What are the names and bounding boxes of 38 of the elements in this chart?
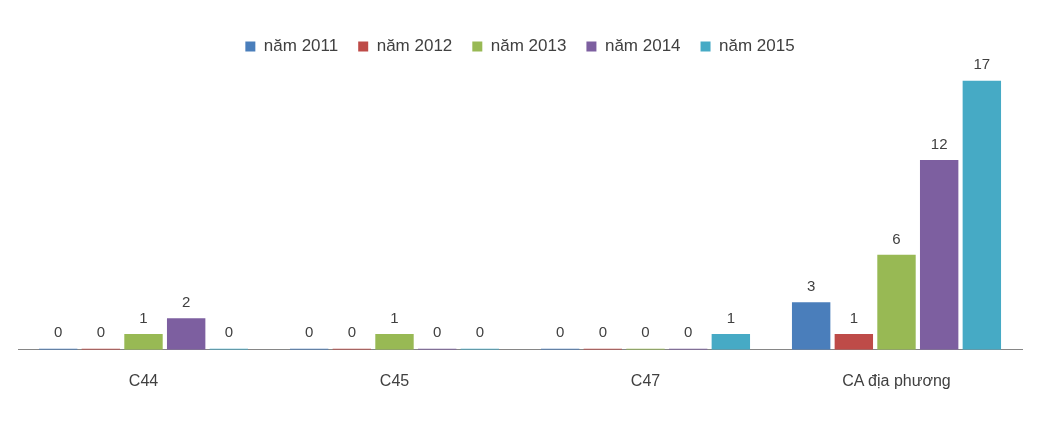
bar xyxy=(962,80,1002,350)
data-label: 2 xyxy=(182,292,191,310)
data-label: 0 xyxy=(347,323,356,341)
x-tick-label: CA địa phương xyxy=(842,371,951,389)
data-label: 0 xyxy=(684,323,693,341)
data-label: 1 xyxy=(390,308,399,326)
x-tick-label: C47 xyxy=(630,371,661,389)
data-label: 1 xyxy=(726,308,736,326)
bar xyxy=(711,333,751,350)
legend-label: năm 2011 xyxy=(263,36,339,56)
data-label: 0 xyxy=(475,323,485,341)
x-tick-label: C44 xyxy=(128,371,159,389)
data-label: 1 xyxy=(139,308,148,326)
legend-label: năm 2013 xyxy=(490,36,567,56)
data-label: 0 xyxy=(641,323,650,341)
bar xyxy=(375,333,414,350)
data-label: 17 xyxy=(973,55,991,73)
data-label: 0 xyxy=(598,323,607,341)
data-label: 3 xyxy=(806,276,816,294)
data-label: 1 xyxy=(849,308,858,326)
bar xyxy=(124,333,163,350)
bar xyxy=(919,159,959,350)
bar xyxy=(166,318,206,350)
data-label: 12 xyxy=(930,134,948,152)
legend-label: năm 2015 xyxy=(719,36,795,56)
data-label: 0 xyxy=(53,323,63,341)
bar xyxy=(834,333,874,350)
x-tick-label: C45 xyxy=(379,371,410,389)
data-label: 0 xyxy=(96,323,105,341)
bar xyxy=(877,254,916,350)
data-label: 0 xyxy=(304,323,314,341)
data-label: 6 xyxy=(892,229,901,247)
data-label: 0 xyxy=(555,323,565,341)
data-label: 0 xyxy=(224,323,234,341)
bar xyxy=(791,302,831,350)
legend-label: năm 2014 xyxy=(604,36,681,56)
data-label: 0 xyxy=(433,323,442,341)
legend-label: năm 2012 xyxy=(376,36,453,56)
